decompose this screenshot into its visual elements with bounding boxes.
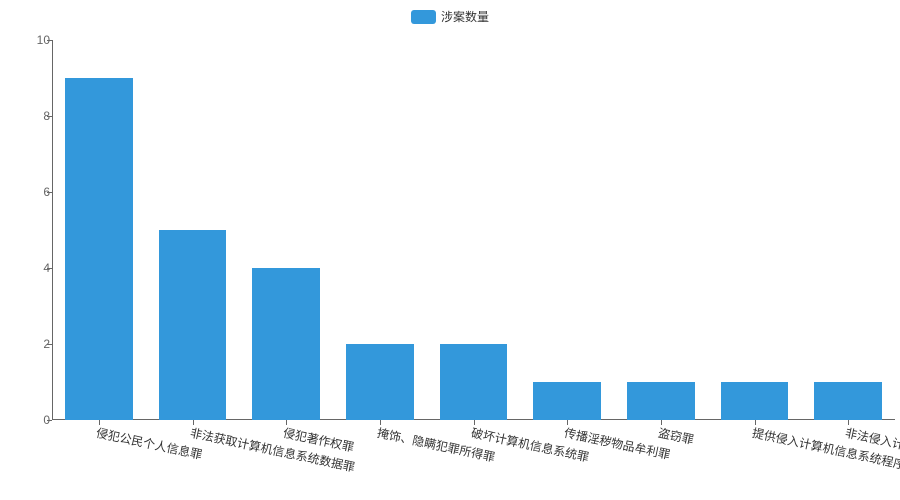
bar[interactable] bbox=[721, 382, 788, 420]
y-tick-mark bbox=[47, 40, 52, 41]
bar[interactable] bbox=[627, 382, 694, 420]
bar[interactable] bbox=[159, 230, 226, 420]
y-axis: 0246810 bbox=[30, 40, 50, 420]
bars-container: 侵犯公民个人信息罪非法获取计算机信息系统数据罪侵犯著作权罪掩饰、隐瞒犯罪所得罪破… bbox=[52, 40, 895, 420]
bar[interactable] bbox=[65, 78, 132, 420]
bar-slot: 侵犯公民个人信息罪 bbox=[52, 40, 146, 420]
bar-slot: 破坏计算机信息系统罪 bbox=[427, 40, 521, 420]
bar-slot: 掩饰、隐瞒犯罪所得罪 bbox=[333, 40, 427, 420]
bar-slot: 侵犯著作权罪 bbox=[239, 40, 333, 420]
y-tick-mark bbox=[47, 268, 52, 269]
bar[interactable] bbox=[440, 344, 507, 420]
legend-swatch bbox=[411, 10, 436, 24]
bar-slot: 非法侵入计算机信息系统罪 bbox=[801, 40, 895, 420]
y-tick-mark bbox=[47, 420, 52, 421]
bar[interactable] bbox=[252, 268, 319, 420]
bar[interactable] bbox=[814, 382, 881, 420]
bar-slot: 非法获取计算机信息系统数据罪 bbox=[146, 40, 240, 420]
legend[interactable]: 涉案数量 bbox=[411, 8, 489, 25]
y-tick-mark bbox=[47, 116, 52, 117]
y-tick-mark bbox=[47, 192, 52, 193]
x-axis-label: 侵犯公民个人信息罪 bbox=[94, 424, 203, 463]
chart-plot: 0246810 侵犯公民个人信息罪非法获取计算机信息系统数据罪侵犯著作权罪掩饰、… bbox=[30, 40, 895, 420]
y-tick-mark bbox=[47, 344, 52, 345]
bar-slot: 提供侵入计算机信息系统程序罪 bbox=[708, 40, 802, 420]
bar[interactable] bbox=[533, 382, 600, 420]
bar[interactable] bbox=[346, 344, 413, 420]
legend-label: 涉案数量 bbox=[441, 8, 489, 25]
bar-slot: 盗窃罪 bbox=[614, 40, 708, 420]
bar-slot: 传播淫秽物品牟利罪 bbox=[520, 40, 614, 420]
